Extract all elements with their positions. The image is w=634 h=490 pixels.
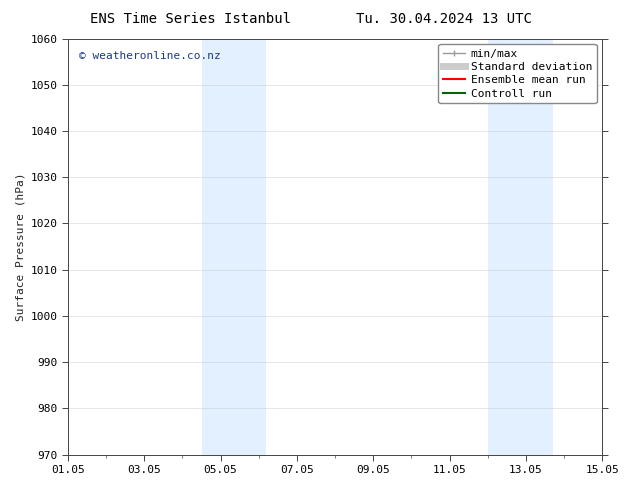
Bar: [202, 39, 266, 455]
Y-axis label: Surface Pressure (hPa): Surface Pressure (hPa): [15, 172, 25, 321]
Text: © weatheronline.co.nz: © weatheronline.co.nz: [79, 51, 221, 61]
Text: Tu. 30.04.2024 13 UTC: Tu. 30.04.2024 13 UTC: [356, 12, 532, 26]
Text: ENS Time Series Istanbul: ENS Time Series Istanbul: [89, 12, 291, 26]
Bar: [488, 39, 552, 455]
Legend: min/max, Standard deviation, Ensemble mean run, Controll run: min/max, Standard deviation, Ensemble me…: [438, 44, 597, 103]
